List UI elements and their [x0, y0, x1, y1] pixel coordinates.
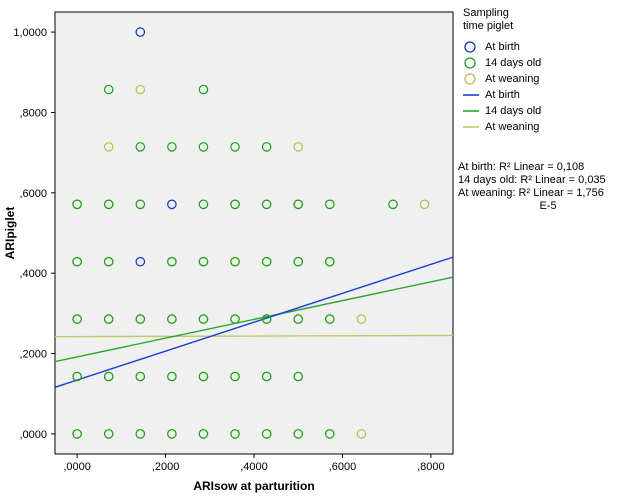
- legend-item-label: At birth: [485, 89, 520, 101]
- legend-item-label: 14 days old: [485, 57, 541, 69]
- legend-item-label: 14 days old: [485, 105, 541, 117]
- plot-area: [55, 12, 453, 454]
- y-tick-label: ,6000: [19, 188, 47, 200]
- legend-marker-icon: [465, 42, 475, 52]
- x-tick-label: ,8000: [417, 461, 445, 473]
- r2-text-line: At birth: R² Linear = 0,108: [458, 161, 584, 173]
- r2-text-line: 14 days old: R² Linear = 0,035: [458, 174, 606, 186]
- legend-item-label: At weaning: [485, 73, 539, 85]
- legend-title-line: Sampling: [463, 7, 509, 19]
- r2-text-line: E-5: [539, 200, 556, 212]
- y-axis-label: ARIpiglet: [3, 207, 17, 260]
- legend-item-label: At birth: [485, 41, 520, 53]
- legend-marker-icon: [465, 74, 475, 84]
- legend-title-line: time piglet: [463, 20, 513, 32]
- y-tick-label: ,4000: [19, 268, 47, 280]
- x-tick-label: ,4000: [240, 461, 268, 473]
- y-tick-label: ,2000: [19, 349, 47, 361]
- y-tick-label: ,0000: [19, 429, 47, 441]
- x-tick-label: ,6000: [329, 461, 357, 473]
- x-axis-label: ARIsow at parturition: [193, 479, 314, 493]
- x-tick-label: ,0000: [63, 461, 91, 473]
- legend-item-label: At weaning: [485, 121, 539, 133]
- chart-svg: ,0000 ,2000 ,4000 ,6000 ,8000 ARIsow at partu…: [0, 0, 626, 501]
- y-tick-label: 1,0000: [13, 27, 47, 39]
- scatter-chart: ,0000 ,2000 ,4000 ,6000 ,8000 ARIsow at partu…: [0, 0, 626, 501]
- y-tick-label: ,8000: [19, 107, 47, 119]
- x-tick-label: ,2000: [152, 461, 180, 473]
- legend-marker-icon: [465, 58, 475, 68]
- r2-text-line: At weaning: R² Linear = 1,756: [458, 187, 604, 199]
